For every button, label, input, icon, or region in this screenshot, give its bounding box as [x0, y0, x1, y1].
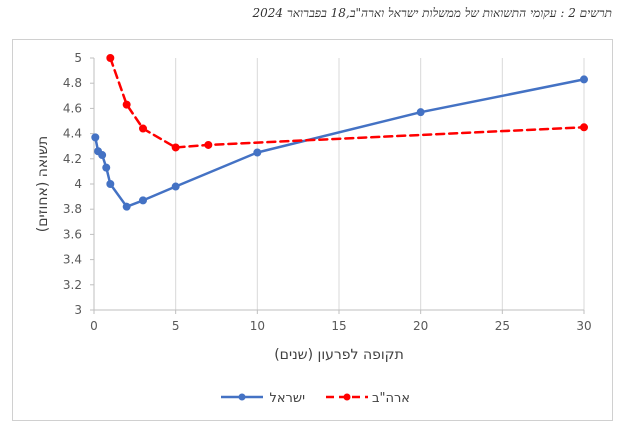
x-tick-label: 25	[495, 319, 510, 333]
data-point	[106, 180, 115, 188]
grid-lines	[175, 58, 585, 310]
data-point	[580, 75, 588, 84]
series-usa	[106, 54, 588, 152]
series-line	[109, 56, 586, 149]
y-tick-label: 3.2	[63, 278, 82, 292]
series-layer	[91, 54, 588, 211]
figure-caption: תרשים 2 : עקומי התשואות של ממשלות ישראל …	[252, 6, 612, 20]
x-tick-label: 30	[576, 319, 591, 333]
data-point	[91, 133, 100, 142]
data-point	[102, 163, 111, 172]
y-tick-label: 4	[74, 177, 82, 191]
y-tick-label: 4.4	[63, 127, 82, 141]
y-axis-title: תשואה (אחוזים)	[35, 136, 51, 232]
legend-item-usa: ארה"ב	[326, 391, 410, 406]
legend-swatch-marker	[343, 393, 351, 401]
y-tick-label: 3	[74, 303, 82, 317]
legend-item-israel: ישראל	[221, 391, 305, 406]
y-tick-label: 4.6	[63, 101, 82, 115]
data-point	[171, 182, 180, 191]
x-tick-label: 5	[172, 319, 180, 333]
axes: 0 5 10 15 20 25 30 3 3.2 3.4 3.6 3.8 4 4.2 4.4 4.6 4.8 5	[63, 51, 592, 333]
x-tick-label: 20	[413, 319, 428, 333]
x-tick-label: 10	[250, 319, 265, 333]
data-point	[139, 124, 147, 133]
x-tick-label: 0	[90, 319, 98, 333]
y-tick-label: 3.8	[63, 202, 82, 216]
chart-frame	[12, 39, 613, 421]
data-point	[580, 123, 588, 132]
data-point	[106, 54, 115, 62]
x-tick-label: 15	[331, 319, 346, 333]
data-point	[171, 143, 180, 152]
legend: ישראל ארה"ב	[221, 391, 410, 406]
legend-swatch-marker	[238, 393, 246, 401]
data-point	[122, 202, 131, 211]
data-point	[416, 108, 425, 117]
data-point	[204, 140, 213, 149]
legend-label: ישראל	[269, 391, 305, 406]
data-point	[139, 196, 147, 205]
data-point	[122, 100, 131, 109]
data-point	[253, 148, 262, 157]
y-tick-label: 4.8	[63, 76, 82, 90]
data-point	[98, 151, 107, 160]
y-tick-label: 4.2	[63, 152, 82, 166]
x-axis-title: תקופה לפרעון (שנים)	[274, 347, 404, 363]
y-tick-label: 5	[74, 51, 82, 65]
y-tick-label: 3.4	[63, 253, 82, 267]
legend-label: ארה"ב	[372, 391, 410, 406]
y-tick-label: 3.6	[63, 227, 82, 241]
